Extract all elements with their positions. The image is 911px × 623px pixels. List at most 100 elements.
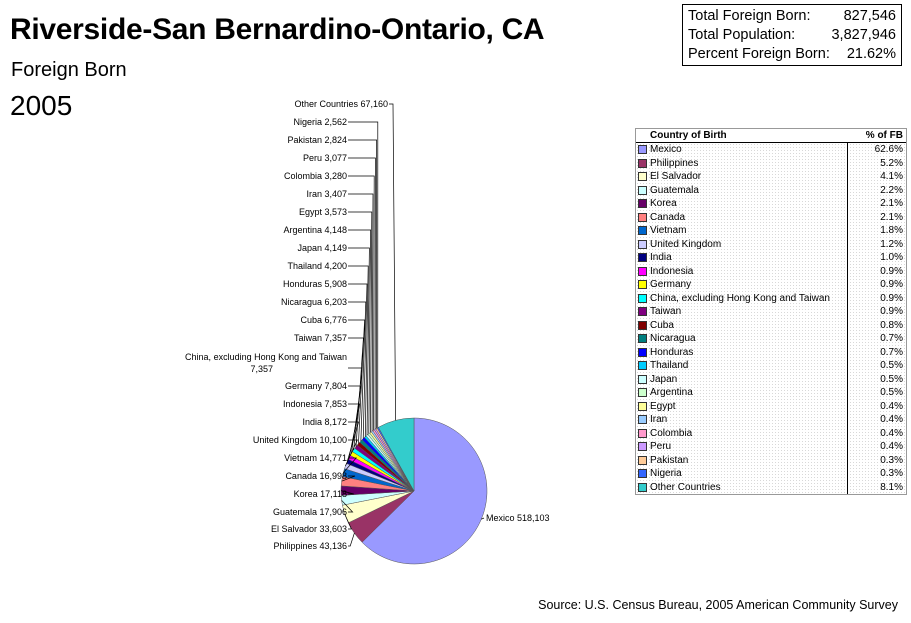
legend-country: United Kingdom (650, 238, 722, 250)
legend-pct: 62.6% (847, 143, 906, 157)
leader-line (348, 157, 376, 430)
leader-line (348, 121, 379, 428)
stat-population: Total Population: 3,827,946 (688, 26, 896, 45)
legend-country: Canada (650, 211, 686, 223)
legend-country: Germany (650, 279, 692, 290)
legend-row: Vietnam 1.8% (636, 224, 906, 238)
leader-line (344, 514, 352, 530)
legend-row: Nicaragua 0.7% (636, 332, 906, 346)
legend-row: Pakistan 0.3% (636, 453, 906, 467)
legend-swatch (637, 185, 647, 195)
legend-country: Korea (650, 198, 677, 209)
legend-country: Cuba (650, 319, 674, 331)
slice-label: Taiwan 7,357 (294, 333, 347, 343)
legend-country: Argentina (650, 387, 693, 398)
slice-label: United Kingdom 10,100 (253, 435, 347, 445)
slice-label: Other Countries 67,160 (294, 99, 388, 109)
slice-label: China, excluding Hong Kong and Taiwan 7,3… (185, 352, 347, 374)
legend-country: Taiwan (650, 306, 682, 317)
legend-country: Mexico (650, 144, 682, 155)
slice-label: Vietnam 14,771 (284, 453, 347, 463)
legend-row: China, excluding Hong Kong and Taiwan 0.9… (636, 291, 906, 305)
legend-swatch (637, 469, 647, 479)
slice-label: Guatemala 17,906 (273, 507, 347, 517)
legend-swatch (637, 307, 647, 317)
stat-foreign-born: Total Foreign Born: 827,546 (688, 7, 896, 26)
leader-line (341, 500, 354, 513)
legend-country: Vietnam (650, 225, 687, 236)
legend-row: Korea 2.1% (636, 197, 906, 211)
legend-pct: 0.8% (847, 318, 906, 332)
slice-label: Peru 3,077 (303, 153, 347, 163)
legend-row: Other Countries 8.1% (636, 480, 906, 494)
legend-row: Indonesia 0.9% (636, 264, 906, 278)
leader-line (348, 403, 361, 458)
legend-swatch (637, 415, 647, 425)
legend-country: Indonesia (650, 265, 694, 277)
leader-line (340, 490, 354, 495)
legend-row: Nigeria 0.3% (636, 467, 906, 481)
stat-foreign-born-value: 827,546 (843, 8, 896, 24)
legend-row: El Salvador 4.1% (636, 170, 906, 184)
legend-row: Argentina 0.5% (636, 386, 906, 400)
legend-swatch (637, 455, 647, 465)
legend-pct: 0.4% (847, 413, 906, 427)
legend-pct: 0.9% (847, 264, 906, 278)
legend-pct: 2.1% (847, 210, 906, 224)
legend-row: Canada 2.1% (636, 210, 906, 224)
leader-line (348, 265, 369, 437)
chart-year: 2005 (10, 90, 73, 121)
legend-pct: 0.7% (847, 345, 906, 359)
stat-population-value: 3,827,946 (831, 27, 896, 43)
leader-line (348, 211, 373, 433)
leader-line (348, 247, 370, 436)
legend-pct: 1.2% (847, 237, 906, 251)
legend-country: Nicaragua (650, 333, 696, 344)
legend-row: Iran 0.4% (636, 413, 906, 427)
slice-label: Canada 16,998 (285, 471, 347, 481)
legend-country: Peru (650, 441, 672, 452)
legend-country: China, excluding Hong Kong and Taiwan (650, 292, 830, 304)
legend-row: Thailand 0.5% (636, 359, 906, 373)
legend-row: Philippines 5.2% (636, 156, 906, 170)
legend-row: India 1.0% (636, 251, 906, 265)
legend-swatch (637, 388, 647, 398)
legend-country: Pakistan (650, 454, 689, 466)
leader-line (343, 457, 357, 473)
legend-pct: 0.9% (847, 305, 906, 319)
slice-label: Nigeria 2,562 (293, 117, 347, 127)
legend-pct: 0.3% (847, 467, 906, 481)
slice-label: Thailand 4,200 (287, 261, 347, 271)
legend-rows: Mexico 62.6% Philippines 5.2% El Salvador 4.1… (636, 143, 906, 494)
legend-pct: 5.2% (847, 156, 906, 170)
slice-label: Nicaragua 6,203 (281, 297, 347, 307)
legend-swatch (637, 145, 647, 155)
leader-line (348, 139, 377, 429)
leader-line (348, 193, 374, 432)
legend-pct: 0.5% (847, 359, 906, 373)
legend-country: Colombia (650, 427, 693, 439)
chart-subtitle: Foreign Born (11, 59, 127, 81)
slice-label: Korea 17,118 (294, 489, 347, 499)
legend-row: Germany 0.9% (636, 278, 906, 292)
legend-row: Guatemala 2.2% (636, 183, 906, 197)
slice-label: Mexico 518,103 (486, 513, 550, 523)
legend-pct: 0.5% (847, 372, 906, 386)
slice-label: India 8,172 (302, 417, 347, 427)
slice-label: Germany 7,804 (285, 381, 347, 391)
legend-table: Country of Birth % of FB Mexico 62.6% Phil… (635, 128, 907, 495)
leader-line (348, 319, 365, 444)
legend-row: Egypt 0.4% (636, 399, 906, 413)
legend-country: Egypt (650, 400, 676, 412)
legend-swatch (637, 347, 647, 357)
legend-country: India (650, 252, 672, 263)
stat-percent-label: Percent Foreign Born: (688, 46, 830, 62)
legend-pct: 0.4% (847, 399, 906, 413)
legend-pct: 0.7% (847, 332, 906, 346)
legend-swatch (637, 320, 647, 330)
leader-line (348, 175, 375, 431)
legend-pct: 8.1% (847, 480, 906, 494)
leader-line (389, 103, 396, 421)
legend-row: Peru 0.4% (636, 440, 906, 454)
